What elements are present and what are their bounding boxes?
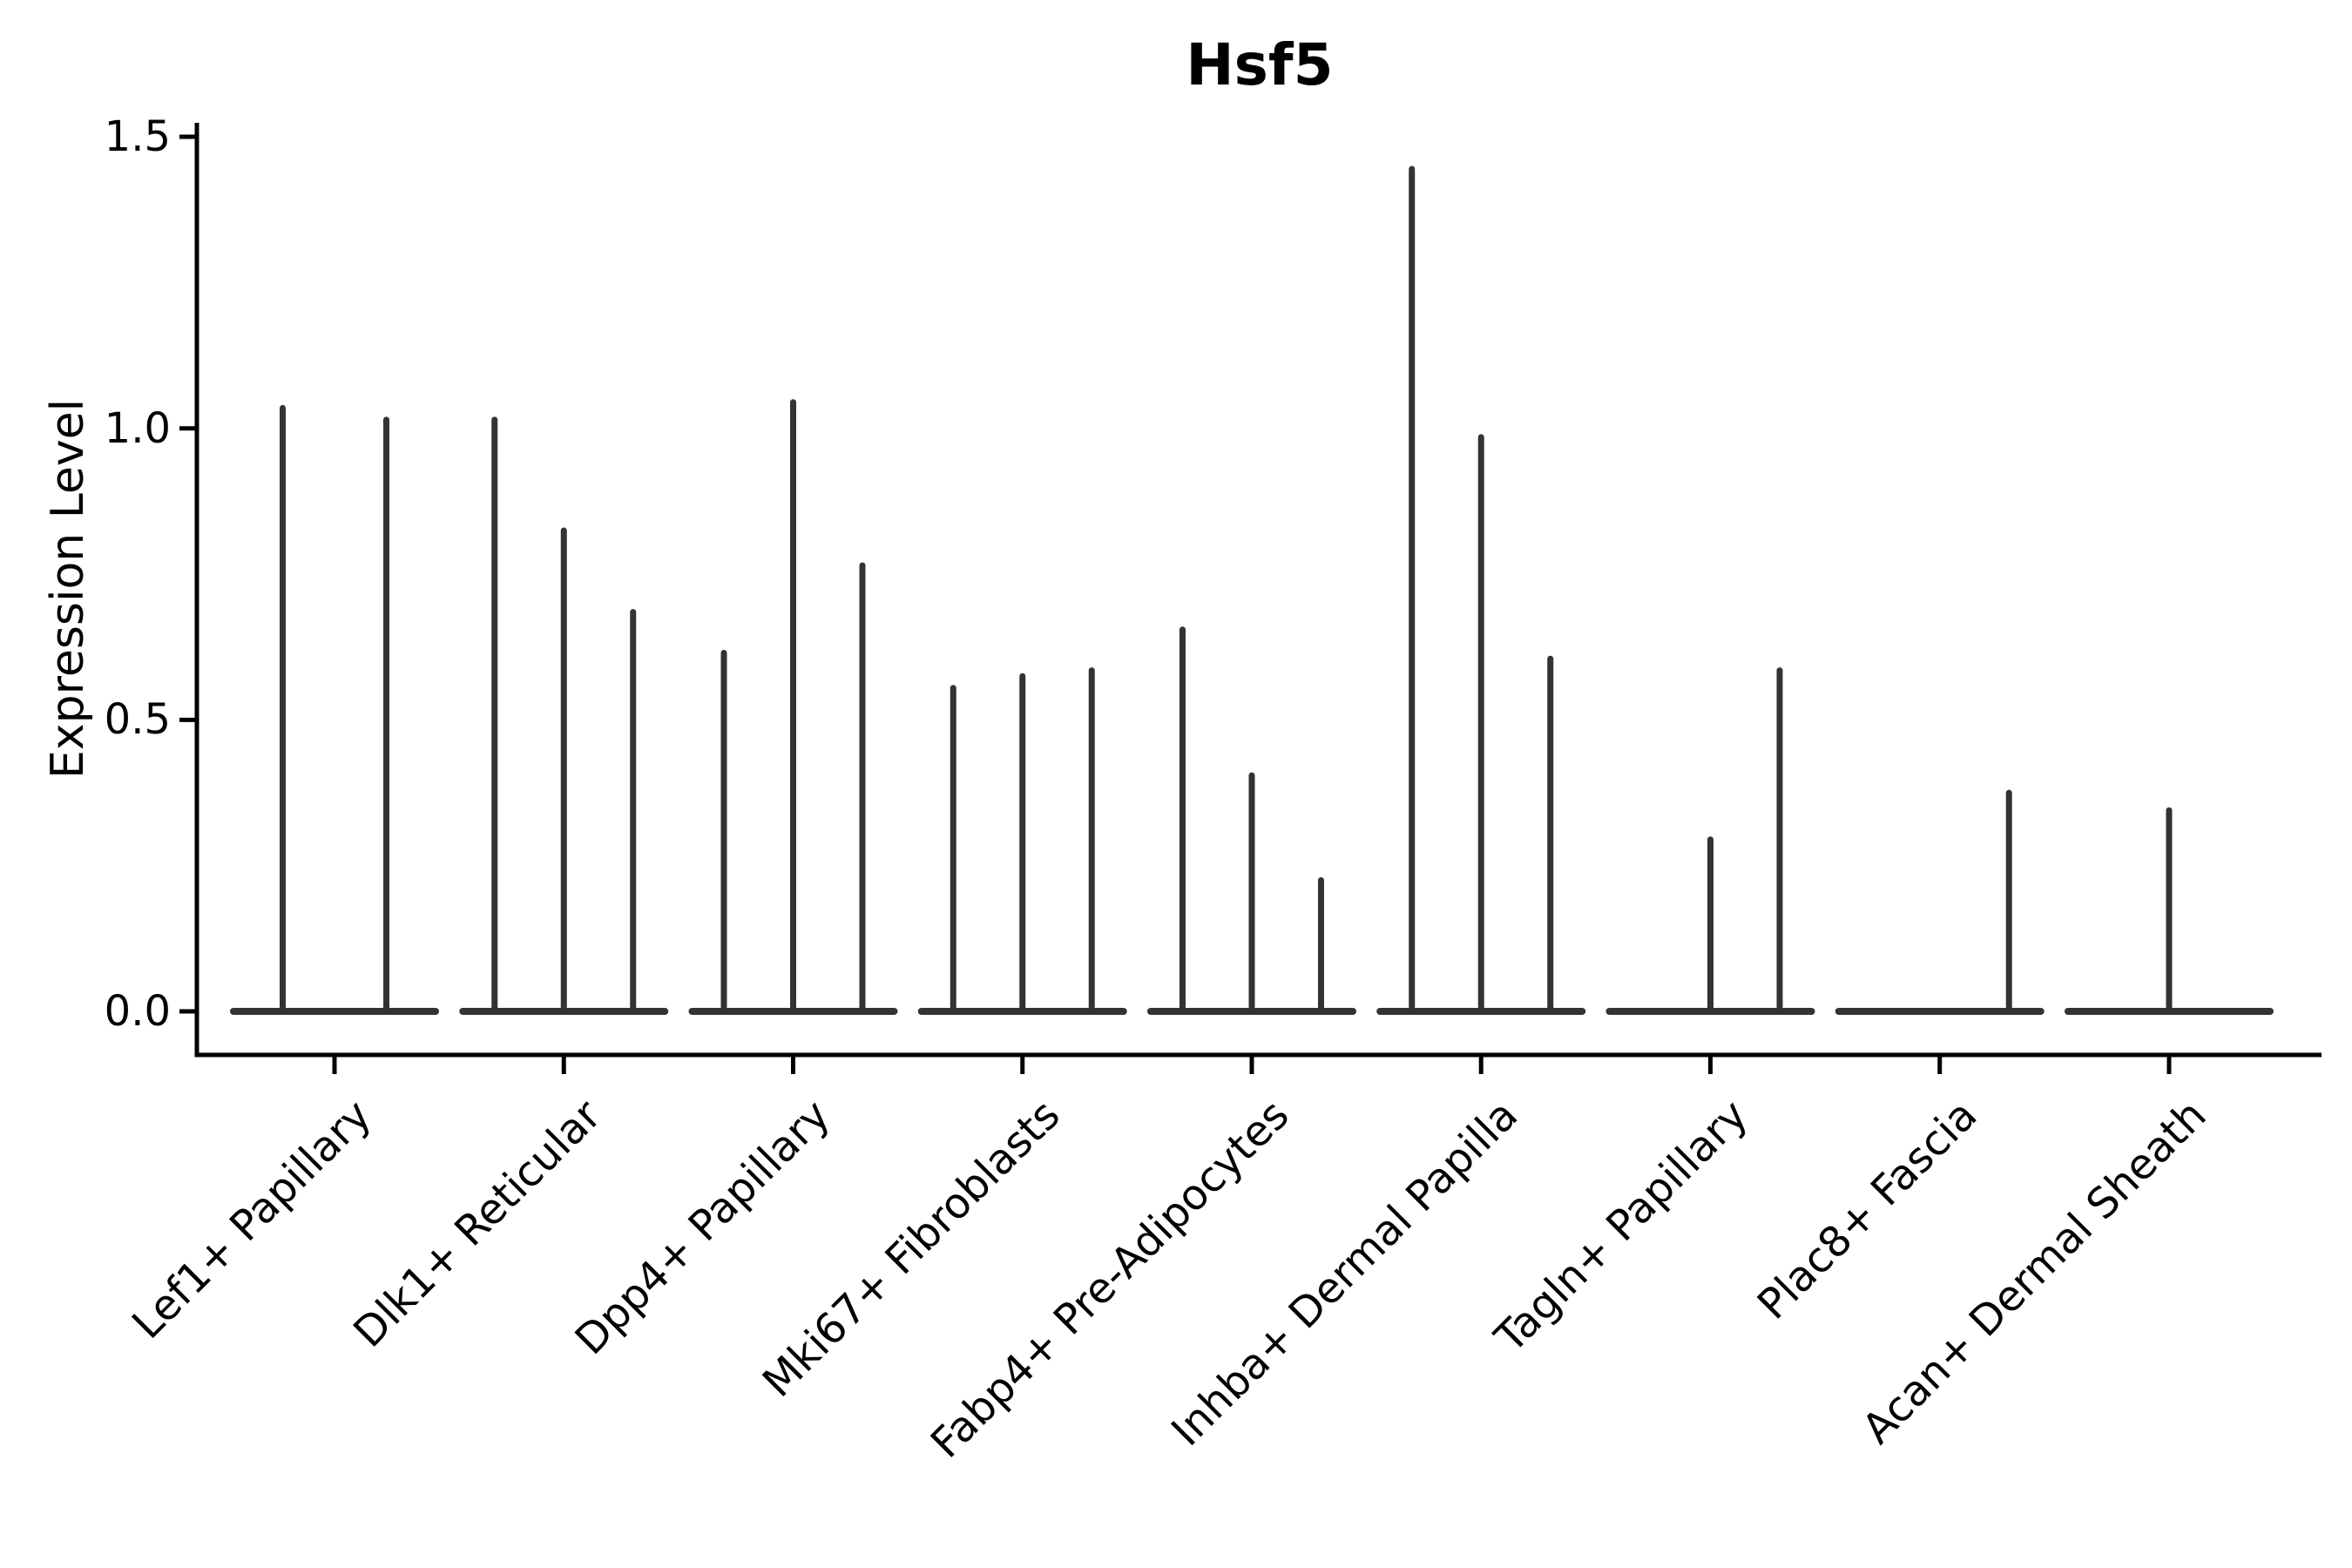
y-tick-label: 0.0 [104,987,171,1036]
y-tick-label: 1.5 [104,112,171,161]
violin-base [230,1008,439,1015]
y-tick-label: 1.0 [104,404,171,453]
y-tick-label: 0.5 [104,695,171,744]
plot-title: Hsf5 [1186,31,1334,98]
violin-base [1835,1008,2044,1015]
